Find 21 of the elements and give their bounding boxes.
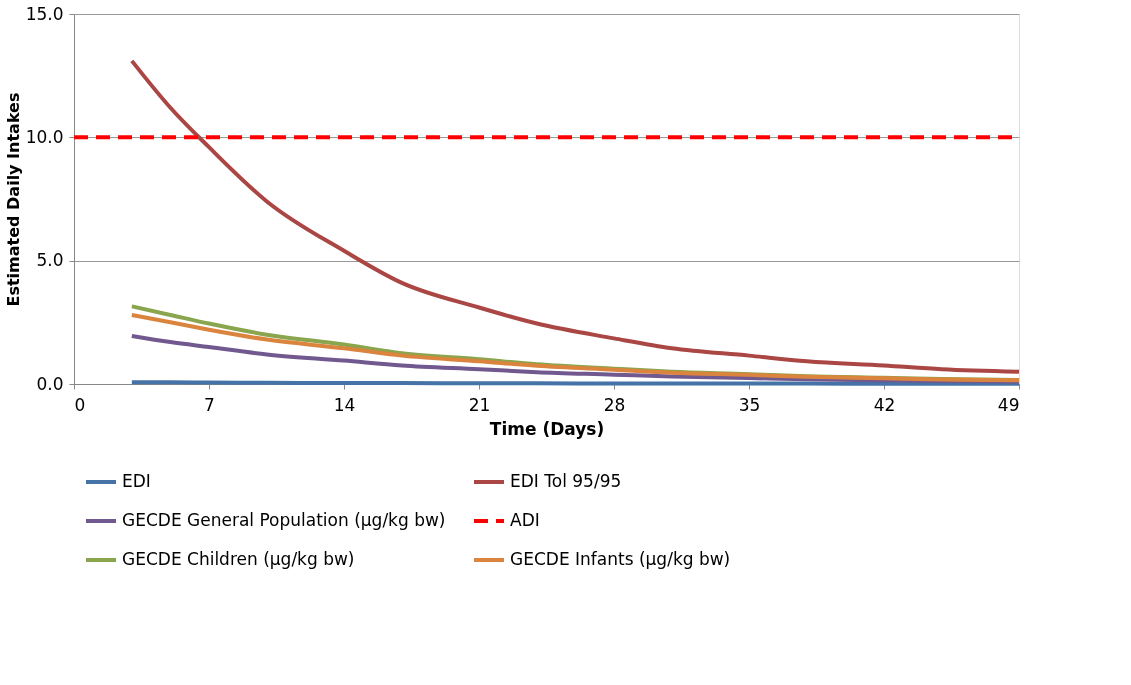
legend-label: GECDE General Population (µg/kg bw) bbox=[122, 510, 446, 530]
legend-label: EDI Tol 95/95 bbox=[510, 471, 622, 491]
y-tick-label: 0.0 bbox=[36, 373, 64, 394]
y-tick-label: 5.0 bbox=[36, 250, 64, 271]
line-series bbox=[129, 58, 1021, 374]
legend-label: GECDE Children (µg/kg bw) bbox=[122, 549, 355, 569]
x-tick-label: 28 bbox=[603, 394, 626, 415]
y-tick-label: 10.0 bbox=[25, 126, 64, 147]
x-tick-label: 49 bbox=[997, 394, 1020, 415]
y-axis-title: Estimated Daily Intakes bbox=[3, 92, 23, 307]
x-tick-label: 42 bbox=[873, 394, 896, 415]
y-tick-label: 15.0 bbox=[25, 3, 64, 24]
legend-label: EDI bbox=[122, 471, 151, 491]
x-tick-label: 14 bbox=[333, 394, 356, 415]
x-tick-label: 35 bbox=[738, 394, 761, 415]
x-tick-label: 21 bbox=[468, 394, 491, 415]
x-axis-title: Time (Days) bbox=[489, 418, 605, 439]
legend-label: GECDE Infants (µg/kg bw) bbox=[510, 549, 731, 569]
legend-label: ADI bbox=[510, 510, 540, 530]
x-tick-label: 0 bbox=[74, 394, 86, 415]
x-tick-label: 7 bbox=[204, 394, 215, 415]
